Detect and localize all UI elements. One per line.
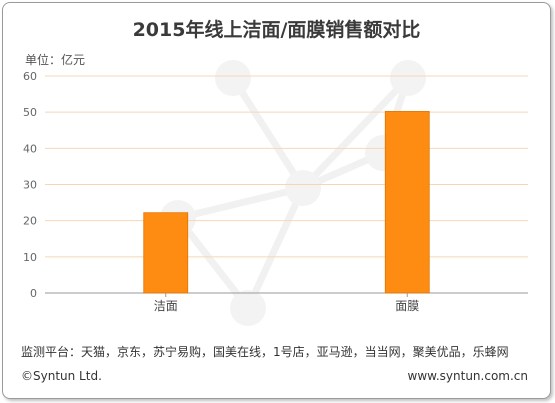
watermark-line: [244, 186, 307, 310]
y-tick-label: 50: [23, 106, 37, 119]
x-tick-label: 面膜: [395, 299, 419, 313]
chart-title: 2015年线上洁面/面膜销售额对比: [132, 19, 421, 41]
watermark-node: [390, 60, 426, 96]
y-tick-label: 0: [30, 287, 37, 300]
source-note: 监测平台：天猫，京东，苏宁易购，国美在线，1号店，亚马逊，当当网，聚美优品，乐蜂…: [21, 345, 509, 359]
unit-label: 单位：亿元: [25, 53, 86, 67]
y-tick-label: 30: [23, 179, 37, 192]
watermark-node: [230, 290, 266, 326]
y-axis-ticks: 0 10 20 30 40 50 60: [23, 70, 37, 300]
x-tick-label: 洁面: [154, 299, 178, 313]
y-tick-label: 20: [23, 215, 37, 228]
bars: [143, 111, 430, 294]
chart-frame: 2015年线上洁面/面膜销售额对比 单位：亿元 0 10 20 30 40 50 60 洁面…: [2, 2, 551, 399]
watermark-node: [285, 170, 321, 206]
watermark-graphic: [160, 60, 426, 326]
bar: [384, 111, 430, 294]
gridlines: [45, 75, 528, 294]
bar: [143, 212, 189, 294]
x-axis-ticks: 洁面 面膜: [154, 293, 419, 313]
y-tick-label: 60: [23, 70, 37, 83]
watermark-line: [230, 76, 306, 190]
watermark-line: [177, 184, 304, 222]
copyright: ©Syntun Ltd.: [21, 369, 102, 383]
y-tick-label: 40: [23, 142, 37, 155]
watermark-node: [215, 60, 251, 96]
y-tick-label: 10: [23, 251, 37, 264]
watermark-line: [300, 75, 411, 191]
bar-chart: 0 10 20 30 40 50 60 洁面 面膜: [23, 60, 528, 326]
website-link[interactable]: www.syntun.com.cn: [407, 369, 529, 383]
